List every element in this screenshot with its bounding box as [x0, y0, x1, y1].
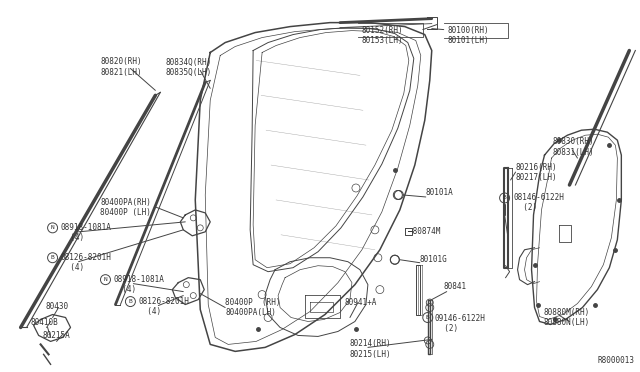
Text: —80874M: —80874M — [408, 227, 440, 236]
Text: 08918-1081A
  (4): 08918-1081A (4) — [113, 275, 164, 294]
Text: 08918-1081A
  (4): 08918-1081A (4) — [61, 223, 111, 242]
Text: 08126-8201H
  (4): 08126-8201H (4) — [138, 296, 189, 316]
Text: 80880M(RH)
80880N(LH): 80880M(RH) 80880N(LH) — [543, 308, 590, 327]
Text: 80430: 80430 — [45, 302, 68, 311]
Text: B: B — [503, 195, 506, 201]
Text: N: N — [104, 277, 108, 282]
Text: 80400P  (RH)
80400PA(LH): 80400P (RH) 80400PA(LH) — [225, 298, 281, 317]
Text: 80841: 80841 — [444, 282, 467, 291]
Text: N: N — [51, 225, 54, 230]
Text: 80410B: 80410B — [31, 318, 58, 327]
Text: 80152(RH)
80153(LH): 80152(RH) 80153(LH) — [362, 26, 404, 45]
Text: 80100(RH)
80101(LH): 80100(RH) 80101(LH) — [448, 26, 490, 45]
Text: 08126-8201H
  (4): 08126-8201H (4) — [61, 253, 111, 272]
Text: 80400PA(RH)
80400P (LH): 80400PA(RH) 80400P (LH) — [100, 198, 151, 217]
Text: 80830(RH)
80831(LH): 80830(RH) 80831(LH) — [552, 137, 594, 157]
Text: 80214(RH)
80215(LH): 80214(RH) 80215(LH) — [350, 339, 392, 359]
Text: 80834Q(RH)
80835Q(LH): 80834Q(RH) 80835Q(LH) — [165, 58, 212, 77]
Text: 08146-6122H
  (2): 08146-6122H (2) — [513, 193, 564, 212]
Text: 80101A: 80101A — [426, 188, 454, 197]
Text: 80820(RH)
80821(LH): 80820(RH) 80821(LH) — [100, 58, 142, 77]
Text: R8000013: R8000013 — [597, 356, 634, 365]
Text: 80101G: 80101G — [420, 255, 447, 264]
Text: B: B — [129, 299, 132, 304]
Text: B: B — [51, 255, 54, 260]
Text: B: B — [426, 315, 429, 320]
Text: 09146-6122H
  (2): 09146-6122H (2) — [435, 314, 486, 333]
Text: 80216(RH)
80217(LH): 80216(RH) 80217(LH) — [516, 163, 557, 183]
Text: 80941+A: 80941+A — [345, 298, 378, 307]
Text: 80215A: 80215A — [43, 331, 70, 340]
